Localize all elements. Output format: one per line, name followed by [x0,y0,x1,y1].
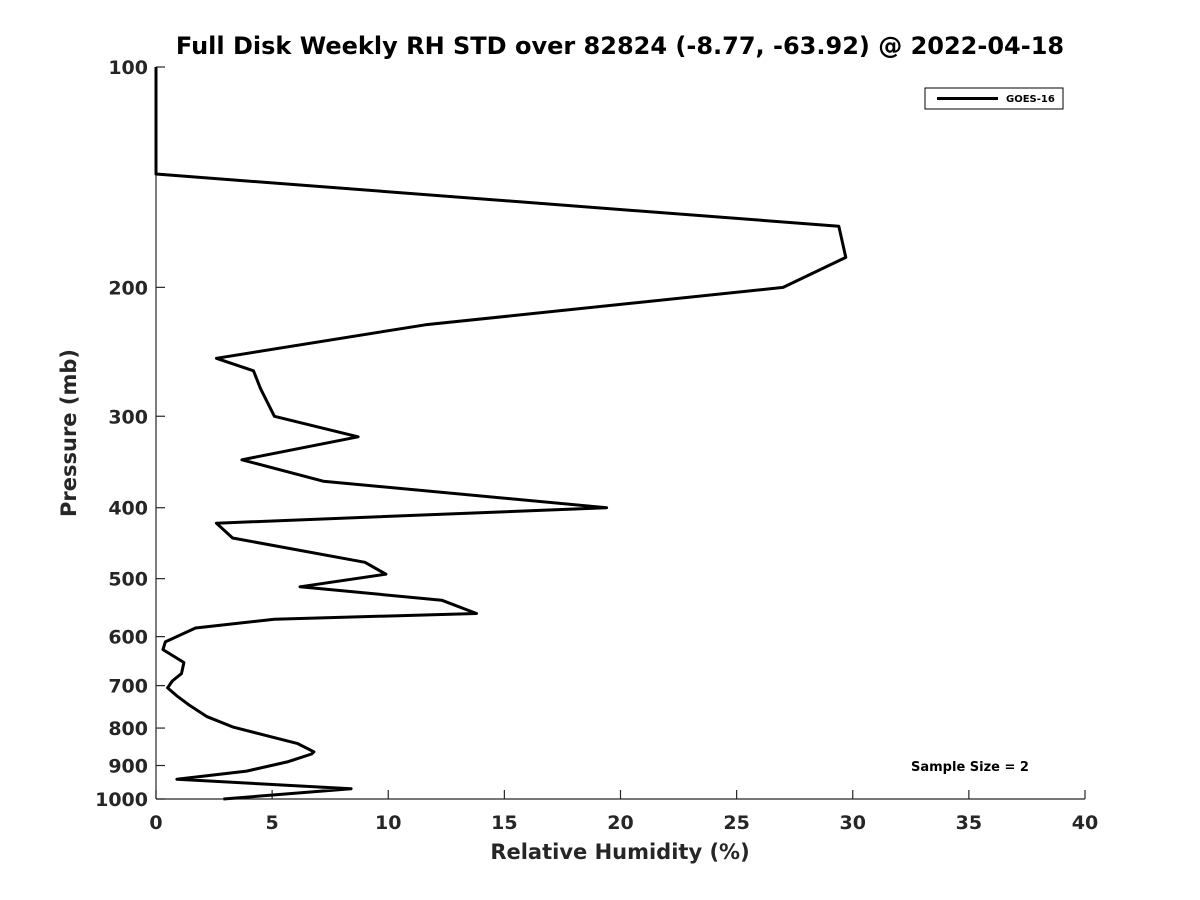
legend-label: GOES-16 [1006,94,1055,105]
x-tick-label: 35 [956,812,982,834]
x-tick-label: 0 [149,812,162,834]
sample-size-annotation: Sample Size = 2 [911,760,1029,775]
legend: GOES-16 [924,87,1064,110]
plot-area: 0 5 10 15 20 25 30 35 40 100 200 300 400 500 600 700 80… [95,57,1098,834]
y-tick-label: 200 [108,277,148,299]
x-tick-label: 5 [266,812,279,834]
y-tick-label: 600 [108,627,148,649]
x-tick-label: 20 [607,812,633,834]
y-axis-ticks: 100 200 300 400 500 600 700 800 900 1000 [95,57,165,811]
x-tick-label: 40 [1072,812,1098,834]
x-axis-ticks: 0 5 10 15 20 25 30 35 40 [149,790,1098,834]
x-tick-label: 15 [491,812,517,834]
y-tick-label: 300 [108,406,148,428]
x-tick-label: 30 [840,812,866,834]
y-tick-label: 900 [108,756,148,778]
x-tick-label: 25 [723,812,749,834]
x-tick-label: 10 [375,812,401,834]
y-axis-label: Pressure (mb) [57,349,81,517]
series-line-goes-16 [154,67,848,801]
y-tick-label: 500 [108,569,148,591]
y-tick-label: 800 [108,718,148,740]
y-tick-label: 700 [108,676,148,698]
x-axis-label: Relative Humidity (%) [490,840,749,864]
y-tick-label: 100 [108,57,148,79]
y-tick-label: 1000 [95,789,148,811]
y-tick-label: 400 [108,498,148,520]
chart-title: Full Disk Weekly RH STD over 82824 (-8.7… [176,32,1064,60]
